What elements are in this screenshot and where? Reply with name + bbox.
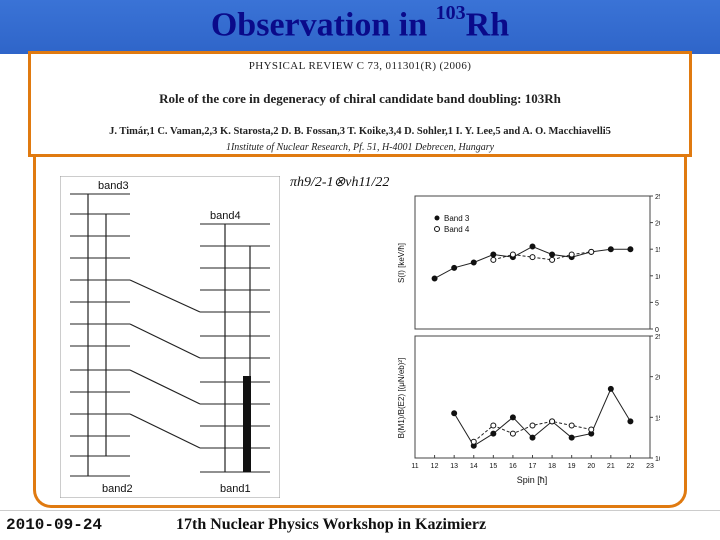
data-point-band3 — [490, 430, 497, 437]
x-tick-label: 13 — [450, 463, 458, 470]
data-point-band3 — [627, 418, 634, 425]
footer-divider — [0, 510, 720, 511]
spin-plots: S(I) [keV/ħ] B(M1)/B(E2) [(μN/eb)²] Spin… — [397, 194, 660, 485]
data-point-band4 — [549, 256, 556, 263]
data-point-band3 — [529, 434, 536, 441]
data-point-band4 — [568, 251, 575, 258]
series-line-band3 — [453, 387, 631, 447]
x-tick-label: 20 — [587, 463, 595, 470]
series-line-band4 — [493, 251, 592, 261]
legend-band4: Band 4 — [444, 225, 470, 234]
band-label-band1: band1 — [220, 483, 251, 495]
paper-title: Role of the core in degeneracy of chiral… — [159, 91, 561, 106]
title-text: Observation in — [210, 6, 436, 44]
slide-title: Observation in 103Rh — [0, 2, 720, 44]
configuration-label: πh9/2-1⊗νh11/22 — [290, 175, 390, 190]
y-tick-label: 20 — [655, 375, 660, 382]
y-tick-label: 25 — [655, 194, 660, 201]
data-point-band3 — [490, 251, 497, 258]
x-tick-label: 11 — [411, 463, 418, 470]
bottom-y-axis-label: B(M1)/B(E2) [(μN/eb)²] — [397, 358, 406, 439]
data-point-band4 — [470, 438, 477, 445]
y-tick-label: 5 — [655, 300, 659, 307]
data-point-band3 — [509, 414, 516, 421]
footer-date: 2010-09-24 — [6, 516, 103, 534]
title-bar — [0, 0, 720, 54]
data-point-band4 — [509, 251, 516, 258]
data-point-band4 — [588, 248, 595, 255]
y-tick-label: 15 — [655, 415, 660, 422]
x-tick-label: 23 — [646, 463, 654, 470]
data-point-band3 — [470, 259, 477, 266]
paper-header-card: PHYSICAL REVIEW C 73, 011301(R) (2006) R… — [28, 51, 692, 157]
y-tick-label: 25 — [655, 334, 660, 341]
band-label-band2: band2 — [102, 483, 133, 495]
y-tick-label: 20 — [655, 221, 660, 228]
data-point-band3 — [451, 410, 458, 417]
x-tick-label: 12 — [431, 463, 439, 470]
title-element: Rh — [465, 6, 510, 44]
data-point-band3 — [549, 251, 556, 258]
y-tick-label: 0 — [655, 327, 659, 334]
data-point-band3 — [451, 264, 458, 271]
data-point-band4 — [549, 418, 556, 425]
paper-authors: J. Timár,1 C. Vaman,2,3 K. Starosta,2 D.… — [109, 126, 611, 137]
journal-reference: PHYSICAL REVIEW C 73, 011301(R) (2006) — [248, 60, 472, 72]
data-point-band3 — [607, 385, 614, 392]
paper-affiliation: 1Institute of Nuclear Research, Pf. 51, … — [225, 142, 495, 153]
x-tick-label: 14 — [470, 463, 478, 470]
band-label-band4: band4 — [210, 210, 241, 222]
x-tick-label: 17 — [529, 463, 537, 470]
data-point-band4 — [529, 422, 536, 429]
content-frame — [33, 53, 687, 508]
data-point-band3 — [431, 275, 438, 282]
legend-band3: Band 3 — [444, 214, 470, 223]
data-point-band3 — [607, 246, 614, 253]
data-point-band3 — [568, 434, 575, 441]
x-tick-label: 18 — [548, 463, 556, 470]
x-tick-label: 21 — [607, 463, 615, 470]
data-point-band4 — [490, 256, 497, 263]
y-tick-label: 10 — [655, 274, 660, 281]
x-tick-label: 19 — [568, 463, 576, 470]
x-tick-label: 22 — [627, 463, 635, 470]
level-scheme-figure: band3 band4 band2 band1 — [60, 176, 280, 498]
legend-marker-band3 — [434, 215, 440, 221]
footer-event: 17th Nuclear Physics Workshop in Kazimie… — [176, 516, 487, 533]
data-point-band4 — [568, 422, 575, 429]
data-point-band4 — [490, 422, 497, 429]
x-tick-label: 15 — [489, 463, 497, 470]
legend-marker-band4 — [434, 226, 440, 232]
title-mass-number: 103 — [435, 2, 466, 24]
data-point-band3 — [529, 243, 536, 250]
band-label-band3: band3 — [98, 180, 129, 192]
y-tick-label: 15 — [655, 247, 660, 254]
data-point-band3 — [627, 246, 634, 253]
top-y-axis-label: S(I) [keV/ħ] — [397, 243, 406, 283]
x-tick-label: 16 — [509, 463, 517, 470]
y-tick-label: 10 — [655, 456, 660, 463]
data-point-band4 — [588, 426, 595, 433]
data-point-band4 — [509, 430, 516, 437]
x-axis-label: Spin [ħ] — [517, 475, 548, 485]
top-plot-frame — [414, 195, 651, 330]
data-point-band4 — [529, 254, 536, 261]
